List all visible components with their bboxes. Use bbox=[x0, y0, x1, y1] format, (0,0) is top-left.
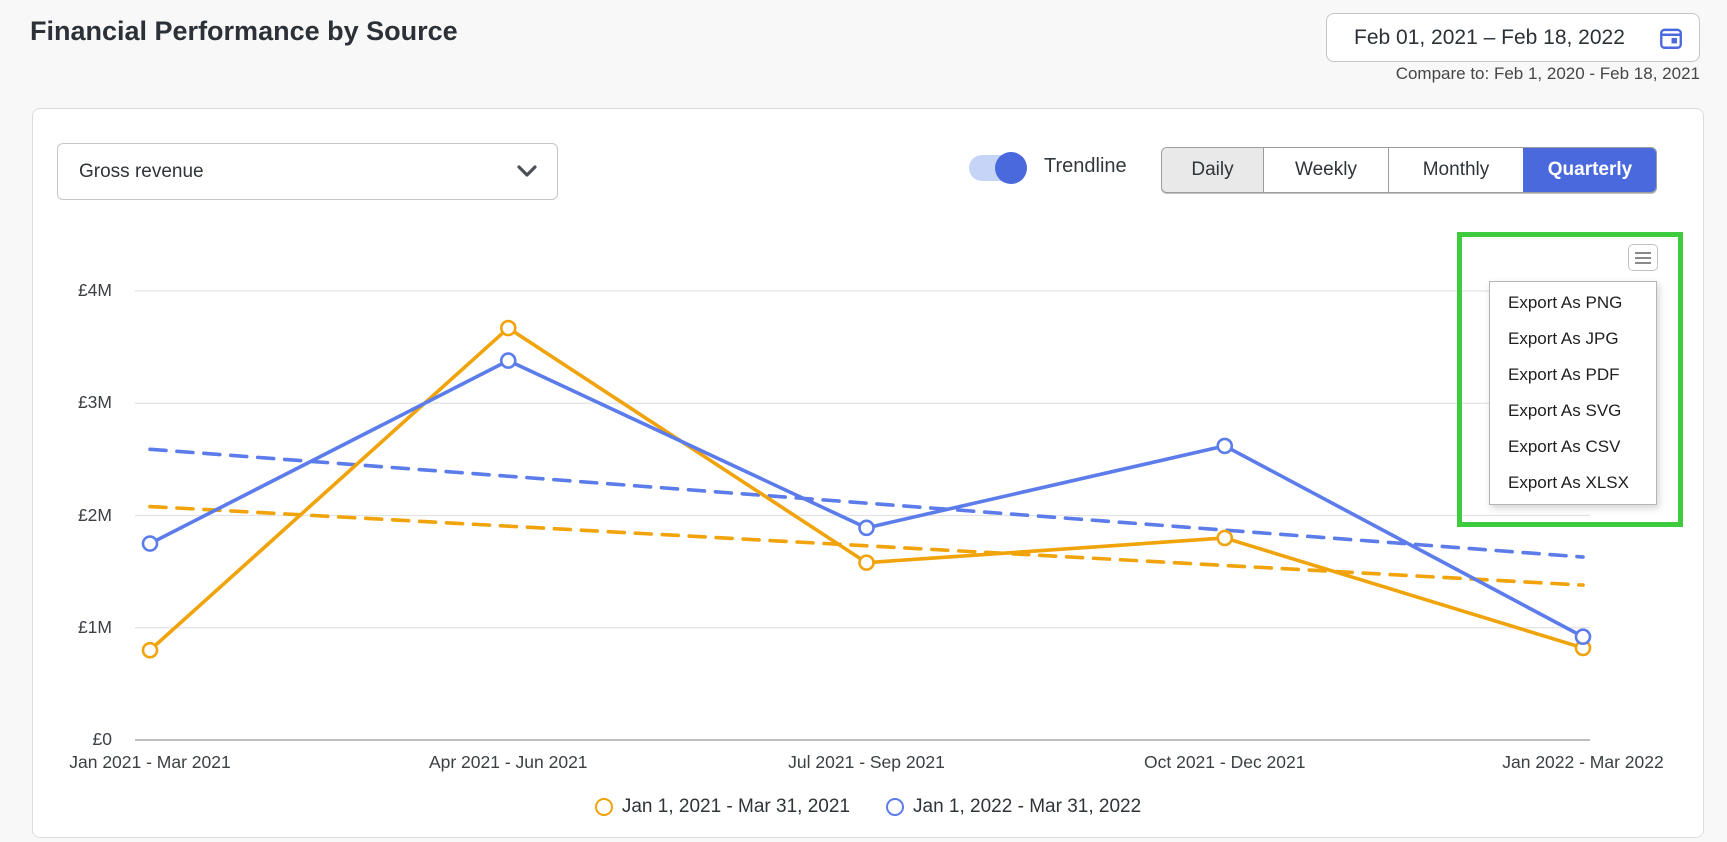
chevron-down-icon bbox=[517, 165, 537, 178]
x-axis-tick-label: Apr 2021 - Jun 2021 bbox=[428, 752, 588, 772]
trendline bbox=[148, 447, 1585, 559]
toggle-knob bbox=[995, 152, 1027, 184]
y-axis-tick-label: £2M bbox=[77, 504, 112, 525]
chart-card bbox=[32, 108, 1704, 838]
page-title: Financial Performance by Source bbox=[30, 16, 458, 46]
trendline-toggle[interactable] bbox=[969, 152, 1027, 184]
y-axis-tick-label: £0 bbox=[92, 729, 112, 749]
x-axis-tick-label: Oct 2021 - Dec 2021 bbox=[1144, 752, 1306, 772]
tab-quarterly[interactable]: Quarterly bbox=[1523, 148, 1656, 192]
compare-to-label: Compare to: Feb 1, 2020 - Feb 18, 2021 bbox=[1395, 64, 1700, 83]
export-menu-item[interactable]: Export As PNG bbox=[1508, 293, 1623, 312]
metric-dropdown-value: Gross revenue bbox=[79, 160, 204, 182]
hamburger-menu-icon bbox=[1635, 261, 1651, 264]
legend-item-label: Jan 1, 2021 - Mar 31, 2021 bbox=[621, 796, 850, 817]
y-axis-tick-label: £1M bbox=[77, 616, 112, 637]
metric-dropdown[interactable]: Gross revenue bbox=[57, 143, 558, 200]
date-range-picker[interactable]: Feb 01, 2021 – Feb 18, 2022 bbox=[1326, 13, 1700, 62]
data-point-marker bbox=[858, 519, 875, 537]
granularity-tabs: Daily Weekly Monthly Quarterly bbox=[1161, 147, 1657, 193]
data-point-marker bbox=[1216, 529, 1234, 547]
export-menu-item[interactable]: Export As XLSX bbox=[1508, 473, 1629, 492]
hamburger-menu-icon bbox=[1635, 251, 1651, 254]
legend-marker-icon bbox=[886, 798, 904, 816]
y-axis-tick-label: £3M bbox=[77, 392, 112, 413]
export-menu: Export As PNG Export As JPG Export As PDF E… bbox=[1489, 281, 1657, 505]
calendar-icon bbox=[1658, 25, 1684, 51]
data-point-marker bbox=[1216, 437, 1234, 455]
hamburger-menu-icon bbox=[1635, 256, 1651, 259]
legend-marker-icon bbox=[594, 798, 613, 816]
legend-item-label: Jan 1, 2022 - Mar 31, 2022 bbox=[913, 796, 1142, 817]
chart-menu-button[interactable] bbox=[1628, 244, 1658, 271]
trendline-label: Trendline bbox=[1044, 155, 1127, 177]
data-point-marker bbox=[141, 641, 159, 659]
export-menu-item[interactable]: Export As CSV bbox=[1508, 437, 1621, 456]
tab-monthly[interactable]: Monthly bbox=[1388, 148, 1523, 192]
y-axis-tick-label: £4M bbox=[77, 280, 112, 300]
x-axis-tick-label: Jul 2021 - Sep 2021 bbox=[788, 752, 945, 772]
date-range-text: Feb 01, 2021 – Feb 18, 2022 bbox=[1354, 25, 1625, 49]
chart-legend: Jan 1, 2021 - Mar 31, 2021 Jan 1, 2022 - … bbox=[32, 796, 1704, 818]
data-point-marker bbox=[499, 352, 517, 369]
export-menu-item[interactable]: Export As PDF bbox=[1508, 365, 1620, 384]
trendline bbox=[148, 504, 1585, 587]
data-point-marker bbox=[499, 319, 517, 337]
legend-item[interactable]: Jan 1, 2021 - Mar 31, 2021 bbox=[594, 796, 850, 818]
data-point-marker bbox=[141, 535, 159, 552]
data-point-marker bbox=[858, 554, 875, 571]
series-line bbox=[148, 326, 1585, 653]
export-menu-item[interactable]: Export As JPG bbox=[1508, 329, 1619, 348]
series-line bbox=[148, 358, 1585, 639]
x-axis-tick-label: Jan 2022 - Mar 2022 bbox=[1502, 752, 1664, 772]
export-menu-item[interactable]: Export As SVG bbox=[1508, 401, 1622, 420]
tab-daily[interactable]: Daily bbox=[1162, 148, 1263, 192]
legend-item[interactable]: Jan 1, 2022 - Mar 31, 2022 bbox=[886, 796, 1141, 818]
data-point-marker bbox=[1574, 628, 1592, 646]
trendline-control: Trendline bbox=[969, 152, 1127, 184]
x-axis-tick-label: Jan 2021 - Mar 2021 bbox=[69, 752, 231, 772]
tab-weekly[interactable]: Weekly bbox=[1263, 148, 1388, 192]
